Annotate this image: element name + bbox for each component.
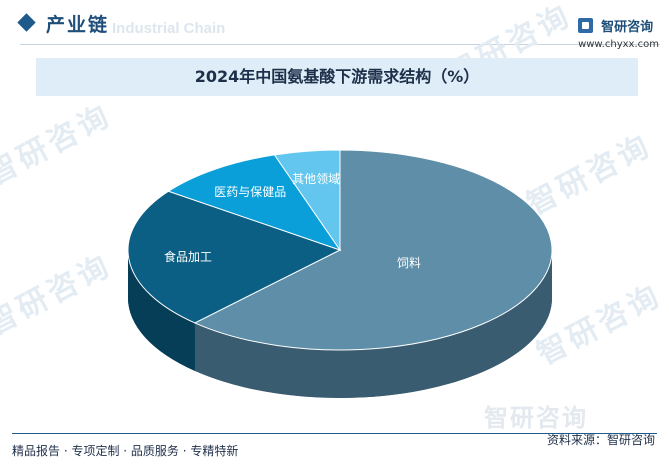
pie-slice[interactable] <box>127 190 342 324</box>
pie-slice[interactable] <box>273 149 341 252</box>
pie-slice-side <box>128 250 195 371</box>
brand-name: 智研咨询 <box>601 20 654 35</box>
section-title: 产业链 <box>46 14 110 36</box>
pie-slice-label: 食品加工 <box>164 249 212 264</box>
brand-url[interactable]: www.chyxx.com <box>578 39 659 50</box>
data-source: 资料来源：智研咨询 <box>546 433 655 447</box>
header-watermark: Industrial Chain <box>112 20 226 37</box>
pie-slice[interactable] <box>193 149 553 351</box>
pie-slice-label: 医药与保健品 <box>214 185 286 199</box>
pie-slice-label: 其他领域 <box>292 172 340 186</box>
pie-slice-label: 饲料 <box>397 256 421 270</box>
header: Industrial Chain 产业链 智研咨询 www.chyxx.com <box>0 0 669 50</box>
brand-logo-icon <box>578 18 594 33</box>
brand[interactable]: 智研咨询 www.chyxx.com <box>578 15 659 50</box>
footer-divider <box>12 433 657 434</box>
pie-slice-side <box>194 250 552 398</box>
watermark-bottom: 智研咨询 <box>484 404 588 432</box>
footer-tagline: 精品报告 · 专项定制 · 品质服务 · 专精特新 <box>12 444 239 458</box>
header-divider <box>20 44 660 45</box>
chart-title: 2024年中国氨基酸下游需求结构（%） <box>194 67 480 86</box>
pie-slice[interactable] <box>167 154 342 251</box>
chart-title-bar: 2024年中国氨基酸下游需求结构（%） <box>36 58 638 96</box>
